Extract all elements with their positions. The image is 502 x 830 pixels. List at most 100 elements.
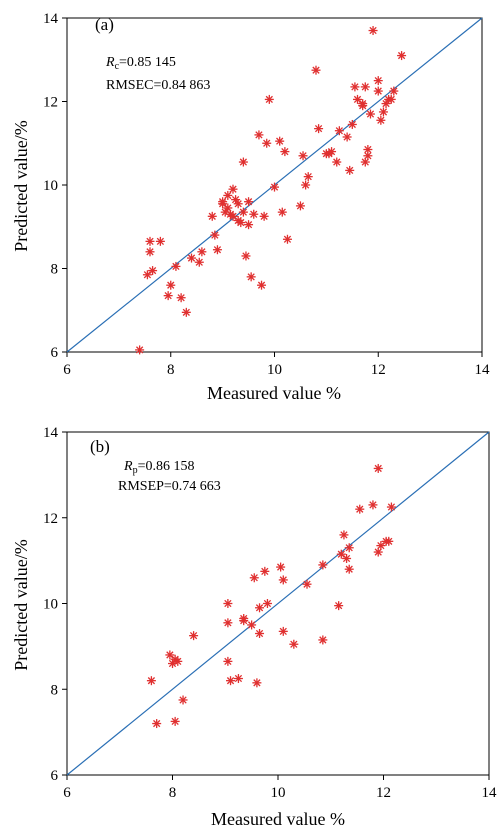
panel-a-data-point bbox=[277, 207, 287, 217]
panel-b-data-point bbox=[384, 536, 394, 546]
panel-b-data-point bbox=[302, 579, 312, 589]
panel-a-data-point bbox=[295, 201, 305, 211]
panel-b-y-tick-label: 6 bbox=[51, 768, 59, 784]
panel-a-data-point bbox=[373, 76, 383, 86]
panel-b-data-point bbox=[318, 560, 328, 570]
panel-b-data-point bbox=[339, 530, 349, 540]
panel-a-data-point bbox=[389, 86, 399, 96]
panel-a-data-point bbox=[145, 236, 155, 246]
panel-a-data-point bbox=[376, 115, 386, 125]
panel-a-r-value: =0.85 145 bbox=[119, 55, 176, 70]
panel-b-data-point bbox=[255, 629, 265, 639]
panel-b-data-point bbox=[252, 678, 262, 688]
panel-a-data-point bbox=[397, 51, 407, 61]
panel-a-data-point bbox=[360, 157, 370, 167]
panel-b-data-point bbox=[146, 676, 156, 686]
panel-a-data-point bbox=[241, 251, 251, 261]
panel-a-data-point bbox=[244, 220, 254, 230]
panel-b-data-point bbox=[152, 719, 162, 729]
panel-b-data-point bbox=[173, 656, 183, 666]
panel-a-data-point bbox=[358, 101, 368, 111]
panel-a-r-symbol: R bbox=[105, 55, 115, 70]
panel-a: 6 8 10 12 14 6 8 10 12 14 (a) Rc=0.85 145 RMSEC=0… bbox=[11, 11, 490, 403]
panel-a-data-point bbox=[303, 172, 313, 182]
panel-b-label: (b) bbox=[90, 437, 110, 456]
panel-a-data-point bbox=[262, 138, 272, 148]
panel-b-data-point bbox=[344, 564, 354, 574]
panel-a-data-point bbox=[249, 209, 259, 219]
panel-a-data-point bbox=[197, 247, 207, 257]
panel-a-x-tick-label: 8 bbox=[167, 362, 175, 378]
panel-b-y-tick-label: 12 bbox=[43, 511, 58, 527]
panel-b-data-point bbox=[178, 695, 188, 705]
panel-b-x-tick-label: 14 bbox=[482, 785, 498, 801]
panel-a-data-point bbox=[360, 82, 370, 92]
panel-b-data-point bbox=[386, 502, 396, 512]
panel-b-data-point bbox=[223, 618, 233, 628]
panel-a-data-point bbox=[176, 293, 186, 303]
panel-a-data-point bbox=[275, 136, 285, 146]
panel-b-data-point bbox=[334, 601, 344, 611]
panel-a-data-point bbox=[148, 266, 158, 276]
panel-a-data-point bbox=[332, 157, 342, 167]
panel-a-data-point bbox=[301, 180, 311, 190]
panel-a-data-point bbox=[342, 132, 352, 142]
panel-a-data-point bbox=[345, 165, 355, 175]
panel-b-data-point bbox=[247, 620, 257, 630]
panel-b-data-point bbox=[262, 599, 272, 608]
panel-a-x-tick-label: 6 bbox=[63, 362, 71, 378]
panel-b-data-point bbox=[233, 674, 243, 684]
panel-b-fit-line bbox=[66, 431, 490, 776]
panel-a-data-point bbox=[212, 245, 222, 255]
panel-b-data-point bbox=[249, 573, 259, 583]
panel-b-rmse-stat: RMSEP=0.74 663 bbox=[118, 479, 221, 494]
panel-b-data-point bbox=[376, 541, 386, 551]
panel-a-data-point bbox=[254, 130, 264, 140]
panel-a-data-point bbox=[327, 147, 337, 157]
panel-a-data-point bbox=[298, 151, 308, 161]
panel-b-x-tick-label: 6 bbox=[63, 785, 71, 801]
panel-b-data-point bbox=[278, 575, 288, 585]
panel-a-data-point bbox=[311, 65, 321, 75]
panel-a-data-point bbox=[236, 218, 246, 228]
panel-b-x-axis-label: Measured value % bbox=[211, 809, 345, 829]
panel-a-data-point bbox=[210, 230, 220, 240]
panel-a-data-point bbox=[194, 257, 204, 267]
panel-a-x-axis-label: Measured value % bbox=[207, 383, 341, 403]
panel-a-y-tick-label: 6 bbox=[51, 345, 59, 361]
panel-b-data-point bbox=[226, 676, 236, 686]
panel-b-y-tick-label: 14 bbox=[43, 425, 59, 441]
panel-a-data-point bbox=[368, 26, 378, 36]
panel-a-y-axis-label: Predicted value/% bbox=[11, 120, 31, 251]
panel-a-data-point bbox=[347, 119, 357, 129]
panel-a-data-point bbox=[246, 272, 256, 282]
panel-b-data-point bbox=[278, 626, 288, 636]
panel-a-rmse-stat: RMSEC=0.84 863 bbox=[106, 78, 210, 93]
panel-b-data-point bbox=[355, 504, 365, 514]
panel-b-data-point bbox=[342, 553, 352, 563]
panel-b-y-tick-label: 10 bbox=[43, 597, 58, 613]
panel-b-r-value: =0.86 158 bbox=[138, 459, 195, 474]
panel-a-data-point bbox=[373, 86, 383, 96]
panel-a-data-point bbox=[228, 184, 238, 194]
panel-b-data-point bbox=[276, 562, 286, 572]
panel-a-x-tick-label: 14 bbox=[475, 362, 491, 378]
panel-a-r-sub: c bbox=[115, 61, 120, 72]
panel-a-data-point bbox=[386, 94, 396, 104]
panel-b-r-sub: p bbox=[133, 465, 138, 476]
panel-a-data-point bbox=[233, 199, 243, 209]
panel-a-data-point bbox=[270, 182, 279, 192]
panel-b-data-point bbox=[344, 543, 354, 553]
panel-a-y-tick-label: 8 bbox=[51, 262, 59, 278]
panel-b-x-tick-label: 10 bbox=[271, 785, 286, 801]
panel-b-data-point bbox=[223, 599, 233, 608]
panel-b-data-point bbox=[336, 549, 346, 559]
panel-a-data-point bbox=[238, 157, 248, 167]
panel-a-data-point bbox=[353, 94, 362, 104]
panel-a-data-point bbox=[218, 199, 228, 209]
panel-b: 6 8 10 12 14 6 8 10 12 14 (b) Rp=0.86 158 RMSEP=0… bbox=[11, 425, 497, 829]
panel-a-data-point bbox=[365, 109, 375, 119]
panel-a-data-point bbox=[207, 211, 217, 221]
panel-b-data-point bbox=[165, 650, 175, 660]
panel-a-x-tick-label: 12 bbox=[371, 362, 386, 378]
